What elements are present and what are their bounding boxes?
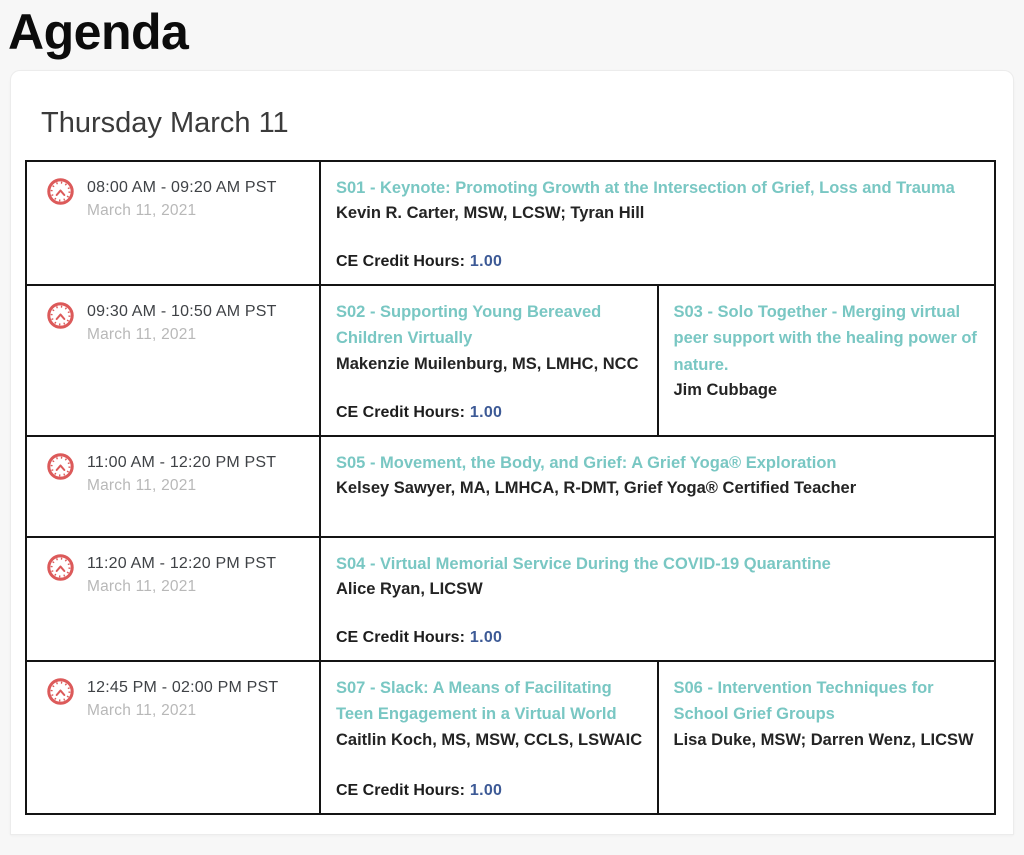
- day-heading: Thursday March 11: [41, 107, 289, 139]
- sessions-area: S02 - Supporting Young Bereaved Children…: [321, 285, 995, 435]
- agenda-row: 11:20 AM - 12:20 PM PST March 11, 2021 S…: [27, 537, 994, 662]
- page-title: Agenda: [8, 4, 189, 60]
- session-date: March 11, 2021: [87, 477, 197, 495]
- session-cell: S01 - Keynote: Promoting Growth at the I…: [321, 162, 994, 284]
- ce-credit-label: CE Credit Hours:: [336, 403, 465, 421]
- session-date: March 11, 2021: [87, 702, 197, 720]
- session-title-link[interactable]: S02 - Supporting Young Bereaved Children…: [336, 302, 602, 348]
- ce-credit-label: CE Credit Hours:: [336, 252, 465, 270]
- session-time: 11:20 AM - 12:20 PM PST: [87, 554, 277, 572]
- ce-credit-label: CE Credit Hours:: [336, 628, 465, 646]
- session-speakers: Alice Ryan, LICSW: [336, 580, 483, 599]
- ce-credit-line: CE Credit Hours: 1.00: [336, 227, 980, 271]
- sessions-area: S05 - Movement, the Body, and Grief: A G…: [321, 437, 994, 536]
- session-cell: S05 - Movement, the Body, and Grief: A G…: [321, 437, 994, 536]
- session-speakers: Lisa Duke, MSW; Darren Wenz, LICSW: [673, 730, 974, 749]
- session-title-link[interactable]: S07 - Slack: A Means of Facilitating Tee…: [336, 678, 617, 724]
- time-cell: 11:00 AM - 12:20 PM PST March 11, 2021: [27, 436, 321, 536]
- session-title-link[interactable]: S06 - Intervention Techniques for School…: [673, 678, 934, 724]
- session-speakers: Caitlin Koch, MS, MSW, CCLS, LSWAIC: [336, 730, 643, 749]
- clock-icon: [47, 178, 74, 205]
- session-time: 08:00 AM - 09:20 AM PST: [87, 179, 277, 196]
- agenda-row: 12:45 PM - 02:00 PM PST March 11, 2021 S…: [27, 661, 995, 813]
- time-cell: 12:45 PM - 02:00 PM PST March 11, 2021: [27, 661, 321, 813]
- sessions-area: S01 - Keynote: Promoting Growth at the I…: [321, 162, 994, 284]
- agenda-row: 09:30 AM - 10:50 AM PST March 11, 2021 S…: [27, 285, 995, 437]
- session-date: March 11, 2021: [87, 578, 197, 596]
- ce-credit-value: 1.00: [469, 781, 503, 799]
- ce-credit-line: CE Credit Hours: 1.00: [336, 378, 643, 422]
- session-speakers: Jim Cubbage: [673, 381, 778, 400]
- session-cell: S02 - Supporting Young Bereaved Children…: [321, 286, 657, 435]
- time-cell: 11:20 AM - 12:20 PM PST March 11, 2021: [27, 537, 321, 660]
- session-title-link[interactable]: S04 - Virtual Memorial Service During th…: [336, 554, 831, 573]
- ce-credit-value: 1.00: [469, 403, 503, 421]
- agenda-row: 08:00 AM - 09:20 AM PST March 11, 2021 S…: [27, 162, 994, 286]
- clock-icon: [47, 554, 74, 581]
- agenda-table: 08:00 AM - 09:20 AM PST March 11, 2021 S…: [25, 160, 996, 815]
- ce-credit-line: CE Credit Hours: 1.00: [336, 756, 643, 800]
- clock-icon: [47, 302, 74, 329]
- time-cell: 08:00 AM - 09:20 AM PST March 11, 2021: [27, 162, 321, 284]
- session-cell: S04 - Virtual Memorial Service During th…: [321, 538, 994, 660]
- session-date: March 11, 2021: [87, 326, 197, 344]
- time-cell: 09:30 AM - 10:50 AM PST March 11, 2021: [27, 285, 321, 435]
- session-title-link[interactable]: S03 - Solo Together - Merging virtual pe…: [673, 302, 977, 374]
- ce-credit-value: 1.00: [469, 252, 503, 270]
- clock-icon: [47, 678, 74, 705]
- ce-credit-line: CE Credit Hours: 1.00: [336, 603, 980, 647]
- ce-credit-value: 1.00: [469, 628, 503, 646]
- sessions-area: S04 - Virtual Memorial Service During th…: [321, 538, 994, 660]
- sessions-area: S07 - Slack: A Means of Facilitating Tee…: [321, 661, 995, 813]
- session-date: March 11, 2021: [87, 202, 197, 220]
- session-time: 09:30 AM - 10:50 AM PST: [87, 302, 277, 320]
- agenda-card: Thursday March 11 08:00 AM - 09:20 AM PS…: [10, 70, 1014, 835]
- session-title-link[interactable]: S05 - Movement, the Body, and Grief: A G…: [336, 453, 837, 472]
- session-title-link[interactable]: S01 - Keynote: Promoting Growth at the I…: [336, 179, 955, 197]
- session-cell: S07 - Slack: A Means of Facilitating Tee…: [321, 662, 657, 813]
- session-time: 12:45 PM - 02:00 PM PST: [87, 678, 279, 696]
- session-speakers: Makenzie Muilenburg, MS, LMHC, NCC: [336, 354, 639, 373]
- session-time: 11:00 AM - 12:20 PM PST: [87, 453, 277, 471]
- session-speakers: Kevin R. Carter, MSW, LCSW; Tyran Hill: [336, 204, 645, 223]
- session-speakers: Kelsey Sawyer, MA, LMHCA, R-DMT, Grief Y…: [336, 479, 857, 498]
- agenda-row: 11:00 AM - 12:20 PM PST March 11, 2021 S…: [27, 436, 994, 538]
- clock-icon: [47, 453, 74, 480]
- session-cell: S03 - Solo Together - Merging virtual pe…: [656, 285, 995, 435]
- ce-credit-label: CE Credit Hours:: [336, 781, 465, 799]
- session-cell: S06 - Intervention Techniques for School…: [656, 661, 995, 813]
